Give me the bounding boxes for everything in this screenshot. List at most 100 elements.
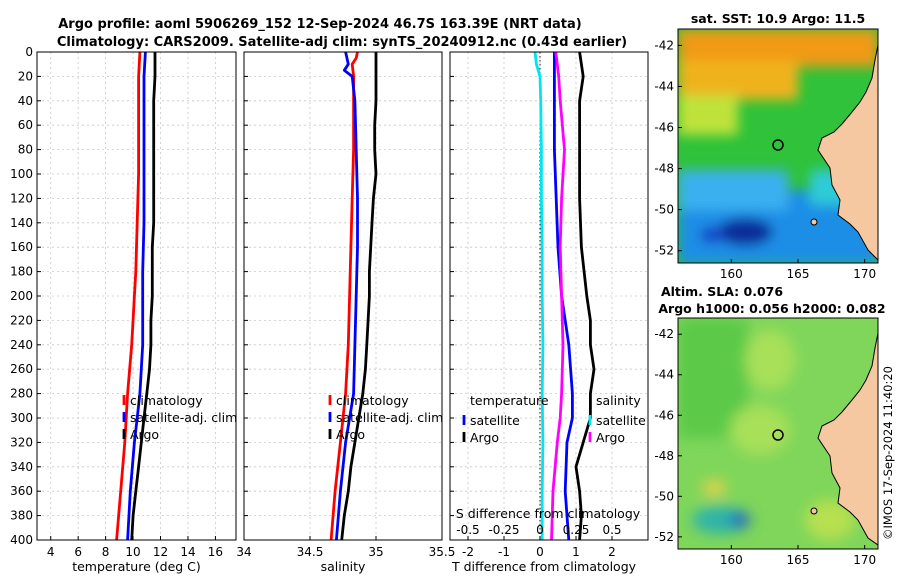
x-tick-label: 4 xyxy=(47,545,55,559)
y-tick-label: 360 xyxy=(10,484,33,498)
imos-watermark: ©IMOS 17-Sep-2024 11:40:20 xyxy=(881,366,895,540)
y-tick-label: 400 xyxy=(10,533,33,547)
x-tick-label: 35.5 xyxy=(429,545,456,559)
map-lat-label: -52 xyxy=(654,244,674,258)
x-axis-label: salinity xyxy=(321,559,366,574)
top-tick-label: 0.25 xyxy=(563,523,590,537)
axes-frame xyxy=(36,51,237,541)
map-lat-label: -48 xyxy=(654,449,674,463)
panel-temperature: 4 6 8 10 12 14 16 temperature (deg C) 0 20 40 60 80 1… xyxy=(10,45,237,574)
legend-heading-temperature: temperature xyxy=(470,393,549,408)
x-tick-label: 12 xyxy=(153,545,168,559)
series-line-temperature-argo xyxy=(130,52,157,541)
sst-map-title: sat. SST: 10.9 Argo: 11.5 xyxy=(691,11,865,26)
legend-label: satellite xyxy=(470,413,520,428)
map-lat-label: -42 xyxy=(654,38,674,52)
legend-label: Argo xyxy=(470,430,499,445)
axes-frame xyxy=(449,51,649,541)
sla-map: Altim. SLA: 0.076 Argo h1000: 0.056 h200… xyxy=(654,284,885,567)
x-tick-label: 10 xyxy=(125,545,140,559)
y-tick-label: 40 xyxy=(18,94,33,108)
x-tick-label: 1 xyxy=(572,545,580,559)
y-tick-label: 100 xyxy=(10,167,33,181)
x-tick-label: 34 xyxy=(236,545,251,559)
series-line-salinity-climatology xyxy=(329,51,359,541)
y-tick-label: 340 xyxy=(10,460,33,474)
y-tick-label: 60 xyxy=(18,118,33,132)
series-line-salinity-argo xyxy=(340,52,378,541)
x-tick-label: 2 xyxy=(608,545,616,559)
legend-label: satellite-adj. clim xyxy=(336,410,443,425)
map-lat-label: -44 xyxy=(654,79,674,93)
x-tick-label: 6 xyxy=(74,545,82,559)
y-tick-label: 240 xyxy=(10,338,33,352)
map-lat-label: -44 xyxy=(654,368,674,382)
y-tick-label: 20 xyxy=(18,69,33,83)
map-lon-label: 170 xyxy=(853,267,876,281)
legend-label: climatology xyxy=(130,393,203,408)
legend-label: satellite xyxy=(596,413,646,428)
map-lat-label: -48 xyxy=(654,162,674,176)
top-tick-label: -0.5 xyxy=(456,523,479,537)
y-tick-label: 80 xyxy=(18,143,33,157)
x-tick-label: -2 xyxy=(462,545,474,559)
map-lon-label: 170 xyxy=(853,553,876,567)
argo-position-marker xyxy=(772,139,784,151)
top-tick-label: 0.5 xyxy=(602,523,621,537)
series-line-differences-salinity-argo xyxy=(550,51,566,541)
x-axis-label: temperature (deg C) xyxy=(72,559,201,574)
sla-map-title-1: Altim. SLA: 0.076 xyxy=(661,284,783,299)
land-south-island xyxy=(817,29,878,261)
x-tick-label: 14 xyxy=(180,545,195,559)
top-axis-label: S difference from climatology xyxy=(456,506,641,521)
x-tick-label: -1 xyxy=(498,545,510,559)
y-tick-label: 140 xyxy=(10,216,33,230)
sla-map-title-2: Argo h1000: 0.056 h2000: 0.082 xyxy=(658,301,885,316)
title-line-1: Argo profile: aoml 5906269_152 12-Sep-20… xyxy=(58,17,582,32)
map-lat-label: -46 xyxy=(654,408,674,422)
series-line-salinity-satellite-adj-clim xyxy=(335,51,359,541)
map-lat-label: -50 xyxy=(654,203,674,217)
legend-label: Argo xyxy=(130,427,159,442)
x-tick-label: 8 xyxy=(102,545,110,559)
top-tick-label: -0.25 xyxy=(488,523,519,537)
panel-differences: -2 -1 0 1 2T difference from climatology temp… xyxy=(449,51,649,574)
y-tick-label: 180 xyxy=(10,265,33,279)
y-tick-label: 220 xyxy=(10,313,33,327)
map-lat-label: -50 xyxy=(654,489,674,503)
y-tick-label: 200 xyxy=(10,289,33,303)
legend-label: Argo xyxy=(336,427,365,442)
map-lon-label: 160 xyxy=(720,553,743,567)
y-tick-label: 0 xyxy=(25,45,33,59)
y-tick-label: 280 xyxy=(10,387,33,401)
title-line-2: Climatology: CARS2009. Satellite-adj cli… xyxy=(57,35,627,50)
series-line-temperature-satellite-adj-clim xyxy=(126,51,147,541)
map-lat-label: -52 xyxy=(654,530,674,544)
series-line-differences-salinity-satellite xyxy=(533,51,545,540)
series-line-differences-temperature-satellite xyxy=(553,52,574,541)
map-lon-label: 165 xyxy=(787,267,810,281)
legend-heading-salinity: salinity xyxy=(596,393,641,408)
y-tick-label: 320 xyxy=(10,435,33,449)
x-tick-label: 34.5 xyxy=(297,545,324,559)
series-line-differences-temperature-argo xyxy=(574,51,596,541)
y-tick-label: 380 xyxy=(10,509,33,523)
y-tick-label: 120 xyxy=(10,191,33,205)
map-lon-label: 165 xyxy=(787,553,810,567)
x-tick-label: 0 xyxy=(536,545,544,559)
legend-label: Argo xyxy=(596,430,625,445)
y-tick-label: 300 xyxy=(10,411,33,425)
legend-label: satellite-adj. clim xyxy=(130,410,237,425)
map-lat-label: -42 xyxy=(654,327,674,341)
sst-map: sat. SST: 10.9 Argo: 11.5 -42 -44 -46 -48 -5… xyxy=(654,11,879,281)
top-tick-label: 0 xyxy=(536,523,544,537)
y-tick-label: 160 xyxy=(10,240,33,254)
legend-label: climatology xyxy=(336,393,409,408)
y-tick-label: 260 xyxy=(10,362,33,376)
map-lat-label: -46 xyxy=(654,121,674,135)
panel-salinity: 34 34.5 35 35.5 salinity climatology satellite… xyxy=(236,51,456,574)
x-tick-label: 16 xyxy=(208,545,223,559)
x-axis-label: T difference from climatology xyxy=(451,559,637,574)
x-tick-label: 35 xyxy=(368,545,383,559)
